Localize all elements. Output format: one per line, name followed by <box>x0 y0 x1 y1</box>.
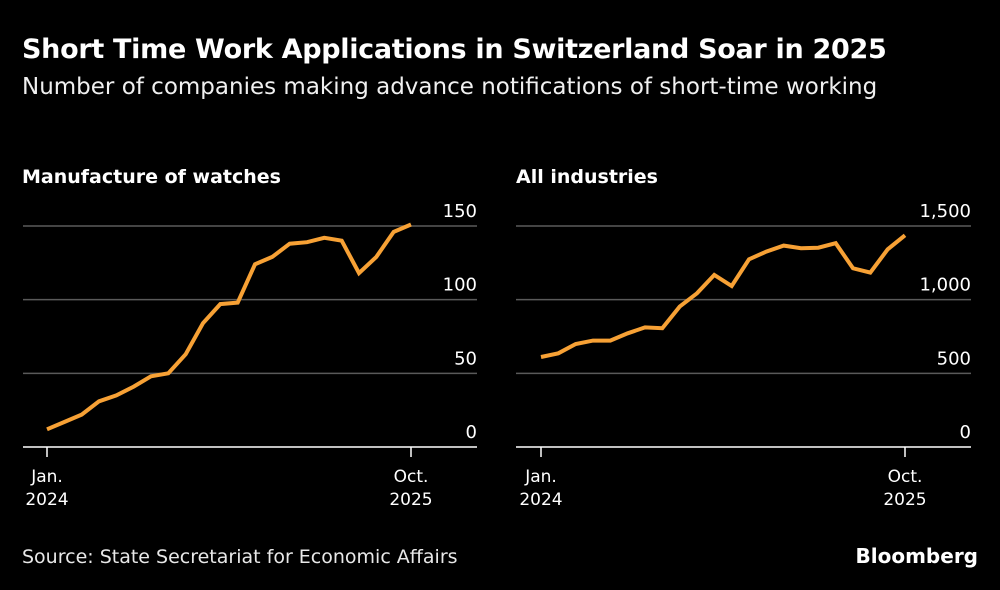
y-tick-label: 150 <box>443 201 477 222</box>
x-tick-label: Oct. <box>888 467 923 487</box>
y-tick-label: 0 <box>466 422 477 443</box>
y-tick-label: 50 <box>454 348 477 369</box>
series-line-all-industries <box>540 233 907 359</box>
y-tick-label: 100 <box>443 275 477 296</box>
x-tick-label: Jan. <box>524 467 557 487</box>
x-tick-label: 2025 <box>389 490 432 510</box>
source-note: Source: State Secretariat for Economic A… <box>22 546 458 568</box>
x-tick-label: 2024 <box>25 490 68 510</box>
bloomberg-logo: Bloomberg <box>855 544 978 568</box>
chart-subtitle: Number of companies making advance notif… <box>22 74 878 100</box>
x-tick-label: 2024 <box>519 490 562 510</box>
x-tick-label: Oct. <box>394 467 429 487</box>
y-tick-label: 1,500 <box>919 201 971 222</box>
x-tick-label: 2025 <box>883 490 926 510</box>
panel-title-all-industries: All industries <box>516 166 658 188</box>
y-tick-label: 1,000 <box>919 275 971 296</box>
y-tick-label: 0 <box>960 422 971 443</box>
series-line-watches <box>46 222 412 432</box>
panel-title-watches: Manufacture of watches <box>22 166 281 188</box>
y-tick-label: 500 <box>937 348 971 369</box>
x-tick-label: Jan. <box>30 467 63 487</box>
chart-title: Short Time Work Applications in Switzerl… <box>22 34 887 65</box>
